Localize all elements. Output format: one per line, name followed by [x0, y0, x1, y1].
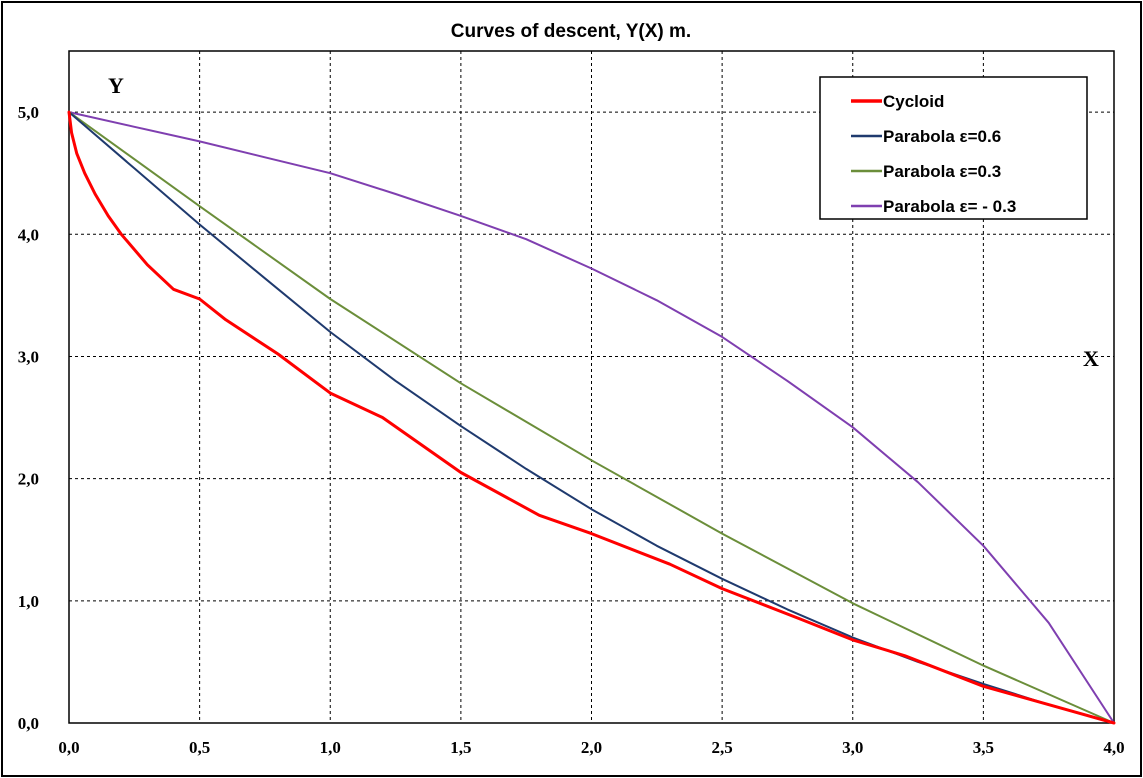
- series-line-0: [67, 110, 1116, 725]
- y-tick-label: 5,0: [18, 103, 39, 122]
- legend-entry: Parabola ε= - 0.3: [883, 197, 1016, 216]
- y-tick-labels: 0,0 1,0 2,0 3,0 4,0 5,0: [18, 103, 39, 733]
- y-tick-label: 4,0: [18, 225, 39, 244]
- x-tick-label: 2,0: [581, 738, 602, 757]
- x-axis-label: X: [1083, 346, 1099, 371]
- x-tick-label: 2,5: [712, 738, 733, 757]
- legend: Cycloid Parabola ε=0.6 Parabola ε=0.3 Parab…: [819, 76, 1088, 220]
- y-tick-label: 2,0: [18, 470, 39, 489]
- legend-entry: Cycloid: [883, 92, 944, 111]
- legend-entry: Parabola ε=0.3: [883, 162, 1001, 181]
- chart-svg: Curves of descent, Y(X) m. 0,0 0,5 1,0 1,5 2…: [18, 21, 1125, 757]
- chart-title: Curves of descent, Y(X) m.: [451, 21, 691, 42]
- x-tick-labels: 0,0 0,5 1,0 1,5 2,0 2,5 3,0 3,5 4,0: [58, 738, 1124, 757]
- x-tick-label: 0,0: [58, 738, 79, 757]
- legend-entry: Parabola ε=0.6: [883, 127, 1001, 146]
- x-tick-label: 4,0: [1103, 738, 1124, 757]
- x-tick-label: 0,5: [189, 738, 210, 757]
- plot-area: [68, 50, 1115, 724]
- x-tick-label: 3,5: [973, 738, 994, 757]
- x-tick-label: 1,0: [320, 738, 341, 757]
- x-tick-label: 1,5: [450, 738, 471, 757]
- series-line-3: [68, 111, 1115, 724]
- y-axis-label: Y: [108, 73, 124, 98]
- y-tick-label: 3,0: [18, 347, 39, 366]
- grid: [69, 51, 1114, 723]
- x-tick-label: 3,0: [842, 738, 863, 757]
- series-line-2: [68, 111, 1115, 724]
- y-tick-label: 1,0: [18, 592, 39, 611]
- series-lines: [67, 110, 1116, 725]
- y-tick-label: 0,0: [18, 714, 39, 733]
